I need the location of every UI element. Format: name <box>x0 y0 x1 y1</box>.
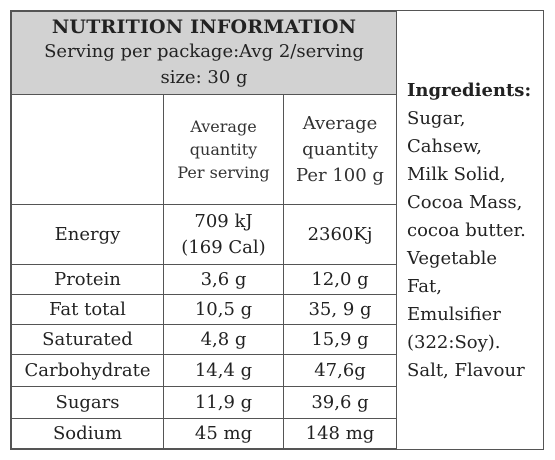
table-row: Sodium 45 mg 148 mg <box>11 418 397 449</box>
per-100g-value: 35, 9 g <box>283 294 397 325</box>
row-label: Protein <box>11 264 164 295</box>
column-header-text: Average <box>190 117 257 136</box>
per-serving-value: 14,4 g <box>163 354 284 387</box>
row-label: Saturated <box>11 324 164 355</box>
row-label: Fat total <box>11 294 164 325</box>
column-header-text: Average <box>302 112 378 134</box>
per-100g-value: 39,6 g <box>283 386 397 419</box>
per-100g-value: 47,6g <box>283 354 397 387</box>
column-header-text: Per 100 g <box>296 164 384 186</box>
ingredient-line: (322:Soy). <box>407 332 501 353</box>
nutrition-table: NUTRITION INFORMATION Serving per packag… <box>11 11 397 449</box>
column-header-per-100g: Average quantity Per 100 g <box>283 94 397 205</box>
table-row: Fat total 10,5 g 35, 9 g <box>11 294 397 325</box>
ingredients-block: Ingredients: Sugar, Cahsew, Milk Solid, … <box>407 77 542 385</box>
table-row: Sugars 11,9 g 39,6 g <box>11 386 397 419</box>
ingredient-line: Emulsifier <box>407 304 501 325</box>
per-serving-value: 45 mg <box>163 418 284 449</box>
per-serving-value: 3,6 g <box>163 264 284 295</box>
ingredient-line: Fat, <box>407 276 442 297</box>
column-header-text: Per serving <box>177 163 270 182</box>
serving-info-line2: size: 30 g <box>160 67 248 88</box>
serving-info-line1: Serving per package:Avg 2/serving <box>44 41 364 62</box>
per-100g-value: 2360Kj <box>283 204 397 265</box>
table-row: Energy 709 kJ (169 Cal) 2360Kj <box>11 204 397 265</box>
per-100g-value: 148 mg <box>283 418 397 449</box>
value-line: 709 kJ <box>194 210 253 232</box>
row-label: Carbohydrate <box>11 354 164 387</box>
ingredient-line: Sugar, <box>407 108 466 129</box>
per-serving-value: 709 kJ (169 Cal) <box>163 204 284 265</box>
table-row: Carbohydrate 14,4 g 47,6g <box>11 354 397 387</box>
ingredients-title: Ingredients: <box>407 80 532 101</box>
table-header: NUTRITION INFORMATION Serving per packag… <box>11 11 397 95</box>
per-serving-value: 4,8 g <box>163 324 284 355</box>
ingredient-line: cocoa butter. <box>407 220 526 241</box>
row-label: Sugars <box>11 386 164 419</box>
ingredient-line: Vegetable <box>407 248 498 269</box>
ingredient-line: Cocoa Mass, <box>407 192 523 213</box>
table-row: Saturated 4,8 g 15,9 g <box>11 324 397 355</box>
value-line: (169 Cal) <box>181 236 266 258</box>
row-label: Energy <box>11 204 164 265</box>
table-row: Protein 3,6 g 12,0 g <box>11 264 397 295</box>
per-serving-value: 10,5 g <box>163 294 284 325</box>
per-serving-value: 11,9 g <box>163 386 284 419</box>
empty-corner-cell <box>11 94 164 205</box>
column-header-text: quantity <box>302 138 378 160</box>
per-100g-value: 12,0 g <box>283 264 397 295</box>
column-header-per-serving: Average quantity Per serving <box>163 94 284 205</box>
ingredient-line: Cahsew, <box>407 136 482 157</box>
nutrition-panel: NUTRITION INFORMATION Serving per packag… <box>10 10 544 450</box>
ingredient-line: Milk Solid, <box>407 164 506 185</box>
nutrition-title: NUTRITION INFORMATION <box>51 16 357 38</box>
column-header-text: quantity <box>189 140 258 159</box>
per-100g-value: 15,9 g <box>283 324 397 355</box>
row-label: Sodium <box>11 418 164 449</box>
ingredient-line: Salt, Flavour <box>407 360 525 381</box>
